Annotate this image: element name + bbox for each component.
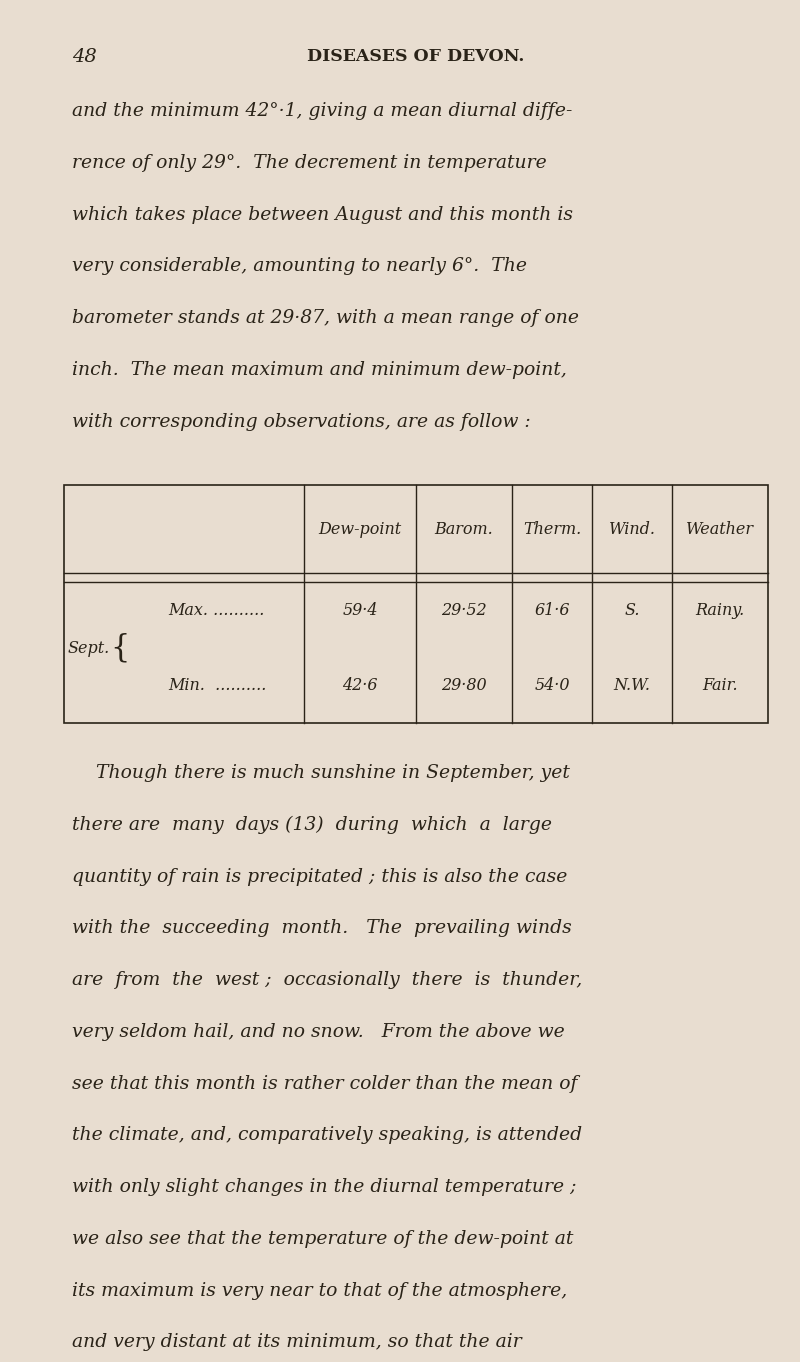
Text: and very distant at its minimum, so that the air: and very distant at its minimum, so that… (72, 1333, 522, 1351)
Text: Min.  ..........: Min. .......... (168, 677, 266, 695)
Text: {: { (110, 633, 130, 663)
Text: Barom.: Barom. (434, 520, 494, 538)
Bar (64, 485, 768, 723)
Text: are  from  the  west ;  occasionally  there  is  thunder,: are from the west ; occasionally there i… (72, 971, 582, 989)
Text: rence of only 29°.  The decrement in temperature: rence of only 29°. The decrement in temp… (72, 154, 546, 172)
Text: 42·6: 42·6 (342, 677, 378, 695)
Text: barometer stands at 29·87, with a mean range of one: barometer stands at 29·87, with a mean r… (72, 309, 579, 327)
Text: Fair.: Fair. (702, 677, 738, 695)
Text: Dew-point: Dew-point (318, 520, 402, 538)
Text: very considerable, amounting to nearly 6°.  The: very considerable, amounting to nearly 6… (72, 257, 527, 275)
Text: and the minimum 42°·1, giving a mean diurnal diffe-: and the minimum 42°·1, giving a mean diu… (72, 102, 572, 120)
Text: inch.  The mean maximum and minimum dew-point,: inch. The mean maximum and minimum dew-p… (72, 361, 567, 379)
Text: S.: S. (624, 602, 640, 620)
Text: Wind.: Wind. (609, 520, 655, 538)
Text: Though there is much sunshine in September, yet: Though there is much sunshine in Septemb… (72, 764, 570, 782)
Text: N.W.: N.W. (614, 677, 650, 695)
Text: there are  many  days (13)  during  which  a  large: there are many days (13) during which a … (72, 816, 552, 834)
Text: which takes place between August and this month is: which takes place between August and thi… (72, 206, 573, 223)
Text: very seldom hail, and no snow.   From the above we: very seldom hail, and no snow. From the … (72, 1023, 565, 1041)
Text: DISEASES OF DEVON.: DISEASES OF DEVON. (307, 48, 525, 64)
Text: 29·80: 29·80 (441, 677, 487, 695)
Text: see that this month is rather colder than the mean of: see that this month is rather colder tha… (72, 1075, 578, 1092)
Text: Rainy.: Rainy. (695, 602, 745, 620)
Text: quantity of rain is precipitated ; this is also the case: quantity of rain is precipitated ; this … (72, 868, 567, 885)
Text: Max. ..........: Max. .......... (168, 602, 264, 620)
Text: Therm.: Therm. (523, 520, 581, 538)
Text: 54·0: 54·0 (534, 677, 570, 695)
Text: the climate, and, comparatively speaking, is attended: the climate, and, comparatively speaking… (72, 1126, 582, 1144)
Text: Sept.: Sept. (68, 640, 110, 656)
Text: 48: 48 (72, 48, 97, 65)
Text: its maximum is very near to that of the atmosphere,: its maximum is very near to that of the … (72, 1282, 567, 1299)
Text: 59·4: 59·4 (342, 602, 378, 620)
Text: we also see that the temperature of the dew-point at: we also see that the temperature of the … (72, 1230, 574, 1248)
Text: with only slight changes in the diurnal temperature ;: with only slight changes in the diurnal … (72, 1178, 577, 1196)
Text: with corresponding observations, are as follow :: with corresponding observations, are as … (72, 413, 530, 430)
Text: 29·52: 29·52 (441, 602, 487, 620)
Text: 61·6: 61·6 (534, 602, 570, 620)
Text: Weather: Weather (686, 520, 754, 538)
Text: with the  succeeding  month.   The  prevailing winds: with the succeeding month. The prevailin… (72, 919, 572, 937)
